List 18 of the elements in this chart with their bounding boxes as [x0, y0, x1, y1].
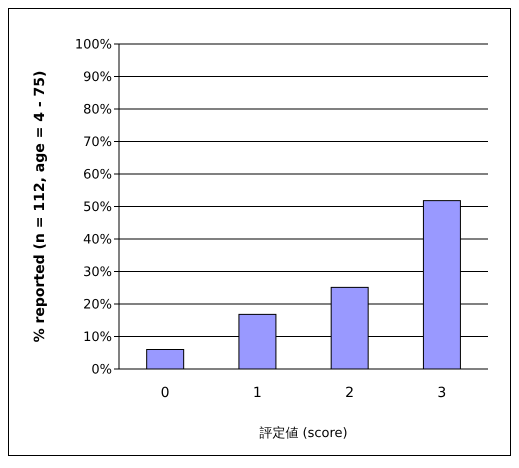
y-tick-label: 70% — [83, 135, 112, 150]
y-tick-label: 80% — [83, 102, 112, 118]
x-tick-label: 1 — [252, 384, 262, 401]
y-tick-label: 20% — [83, 298, 112, 313]
y-tick-label: 0% — [91, 362, 112, 378]
y-tick-label: 10% — [83, 330, 112, 346]
y-tick-label: 60% — [83, 168, 112, 183]
x-axis-title: 評定値 (score) — [259, 426, 348, 441]
bar — [146, 349, 184, 369]
x-tick-label: 0 — [160, 384, 170, 401]
x-tick-label: 2 — [345, 384, 354, 401]
x-tick-label: 3 — [437, 384, 446, 401]
y-tick-label: 40% — [83, 232, 112, 248]
y-tick-label: 90% — [83, 70, 112, 86]
y-tick-label: 50% — [83, 200, 112, 216]
y-tick-label: 30% — [83, 265, 112, 280]
y-axis-title: % reported (n = 112, age = 4 - 75) — [32, 70, 48, 342]
y-tick-label: 100% — [74, 38, 112, 53]
